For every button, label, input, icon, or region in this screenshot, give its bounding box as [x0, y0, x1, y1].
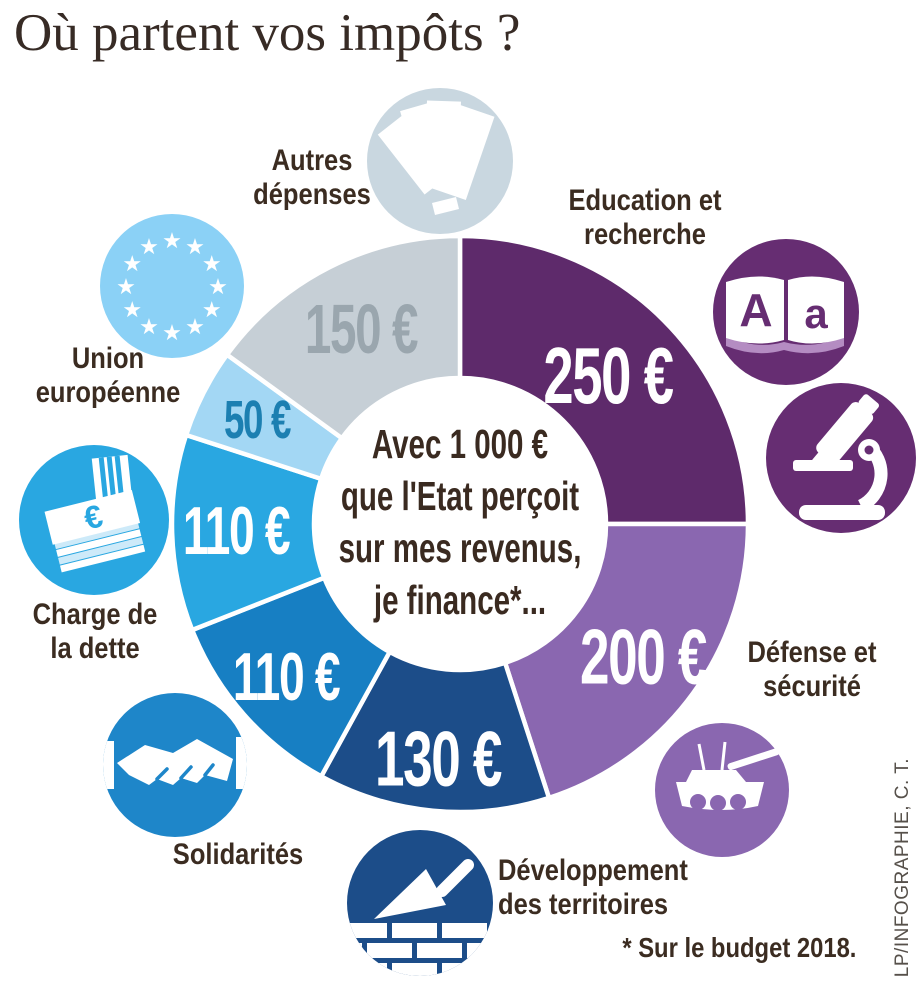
center-text-line: sur mes revenus,: [338, 525, 582, 571]
credit-line: LP/INFOGRAPHIE, C. T.: [892, 757, 913, 977]
slice-value-4: 110 €: [182, 493, 291, 570]
label-line: Union: [71, 342, 145, 375]
label-line: sécurité: [763, 670, 861, 703]
svg-text:★: ★: [162, 321, 182, 346]
slice-value-3: 110 €: [232, 639, 341, 716]
donut-slice-2: [319, 649, 552, 815]
svg-text:a: a: [804, 290, 828, 337]
slice-value-0: 250 €: [543, 330, 675, 420]
trowel-bricks-icon: [347, 830, 493, 976]
label-defense-securite: Défense et sécurité: [748, 636, 877, 704]
center-text-line: que l'Etat perçoit: [340, 473, 580, 519]
label-line: des territoires: [498, 888, 669, 921]
label-line: Autres: [271, 144, 353, 177]
label-line: européenne: [35, 376, 181, 409]
label-education-recherche: Education et recherche: [568, 184, 721, 252]
open-book-icon: A a: [713, 239, 859, 385]
slice-value-6: 150 €: [304, 289, 418, 368]
label-line: recherche: [584, 218, 706, 251]
label-line: Défense et: [747, 636, 877, 669]
eu-flag-icon: ★ ★★ ★★★ ★★★ ★★★: [100, 214, 244, 358]
papers-icon: [367, 88, 513, 234]
slice-value-2: 130 €: [374, 714, 502, 803]
svg-text:★: ★: [185, 315, 205, 340]
label-solidarites: Solidarités: [173, 838, 303, 872]
slice-value-1: 200 €: [579, 612, 707, 701]
label-developpement-territoires: Développement des territoires: [498, 854, 688, 922]
svg-text:★: ★: [122, 252, 142, 277]
center-text-line: Avec 1 000 €: [371, 421, 549, 467]
label-line: Education et: [568, 184, 722, 217]
label-line: la dette: [50, 632, 140, 665]
handshake-icon: [103, 693, 247, 837]
label-union-europeenne: Union européenne: [36, 342, 181, 410]
label-line: dépenses: [253, 178, 371, 211]
svg-text:★: ★: [139, 315, 159, 340]
svg-text:★: ★: [202, 298, 222, 323]
slice-value-5: 50 €: [223, 390, 291, 451]
center-text-line: je finance*...: [373, 577, 547, 623]
svg-text:★: ★: [122, 298, 142, 323]
footnote: * Sur le budget 2018.: [621, 932, 856, 963]
svg-text:★: ★: [202, 252, 222, 277]
donut-slice-5: [183, 352, 345, 482]
label-line: Solidarités: [172, 838, 304, 871]
label-line: Charge de: [32, 598, 158, 631]
svg-text:A: A: [739, 284, 772, 336]
banknotes-icon: €: [19, 445, 169, 595]
svg-text:★: ★: [208, 275, 228, 300]
donut-slice-4: [169, 432, 327, 633]
donut-center-text: Avec 1 000 € que l'Etat perçoit sur mes …: [339, 418, 582, 626]
donut-slice-6: [224, 233, 463, 441]
page-title: Où partent vos impôts ?: [14, 4, 521, 62]
svg-text:★: ★: [116, 275, 136, 300]
label-line: Développement: [498, 854, 688, 887]
svg-text:★: ★: [162, 229, 182, 254]
svg-text:★: ★: [139, 235, 159, 260]
tank-icon: [655, 723, 789, 857]
svg-text:★: ★: [185, 235, 205, 260]
microscope-icon: [766, 383, 916, 533]
label-charge-dette: Charge de la dette: [33, 598, 158, 666]
label-autres-depenses: Autres dépenses: [253, 144, 371, 212]
